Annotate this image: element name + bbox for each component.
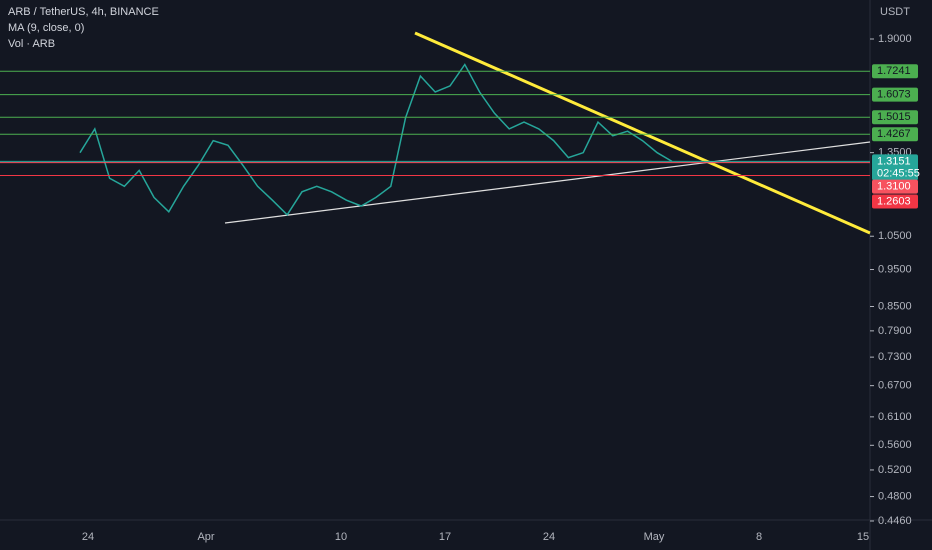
level-label: 1.6073 xyxy=(877,89,911,101)
price-tick-label: 0.5200 xyxy=(878,464,912,476)
level-label: 1.4267 xyxy=(877,128,911,140)
level-label-box xyxy=(872,154,918,181)
level-label: 1.3100 xyxy=(877,181,911,193)
price-tick-label: 0.9500 xyxy=(878,263,912,275)
price-tick-label: 0.5600 xyxy=(878,439,912,451)
ma-indicator[interactable]: MA (9, close, 0) xyxy=(8,22,85,34)
level-label-box xyxy=(872,127,918,142)
price-line xyxy=(79,63,673,216)
price-tick-label: 0.7300 xyxy=(878,351,912,363)
level-label-box xyxy=(872,87,918,102)
currency-label: USDT xyxy=(880,6,910,18)
price-tick-label: 0.4460 xyxy=(878,515,912,527)
time-tick-label: 10 xyxy=(335,531,347,543)
time-tick-label: 15 xyxy=(857,531,869,543)
price-tick-label: 0.8500 xyxy=(878,300,912,312)
level-label-box xyxy=(872,194,918,209)
price-tick-label: 0.7900 xyxy=(878,325,912,337)
time-tick-label: May xyxy=(644,531,665,543)
time-tick-label: Apr xyxy=(197,531,214,543)
time-tick-label: 8 xyxy=(756,531,762,543)
level-label-box xyxy=(872,110,918,125)
symbol-title[interactable]: ARB / TetherUS, 4h, BINANCE xyxy=(8,6,159,18)
price-tick-label: 1.0500 xyxy=(878,230,912,242)
price-tick-label: 0.6700 xyxy=(878,380,912,392)
volume-indicator[interactable]: Vol · ARB xyxy=(8,38,56,50)
countdown: 02:45:55 xyxy=(877,167,920,179)
trend-line[interactable] xyxy=(414,31,871,235)
price-tick-label: 1.9000 xyxy=(878,33,912,45)
time-tick-label: 24 xyxy=(82,531,94,543)
time-tick-label: 24 xyxy=(543,531,555,543)
level-label-box xyxy=(872,64,918,79)
level-label: 1.5015 xyxy=(877,111,911,123)
trend-line[interactable] xyxy=(224,141,871,224)
level-label: 1.2603 xyxy=(877,195,911,207)
price-tick-label: 0.4800 xyxy=(878,490,912,502)
level-label: 1.3151 xyxy=(877,155,911,167)
price-tick-label: 0.6100 xyxy=(878,411,912,423)
level-label: 1.7241 xyxy=(877,65,911,77)
level-label-box xyxy=(872,179,918,194)
time-tick-label: 17 xyxy=(439,531,451,543)
